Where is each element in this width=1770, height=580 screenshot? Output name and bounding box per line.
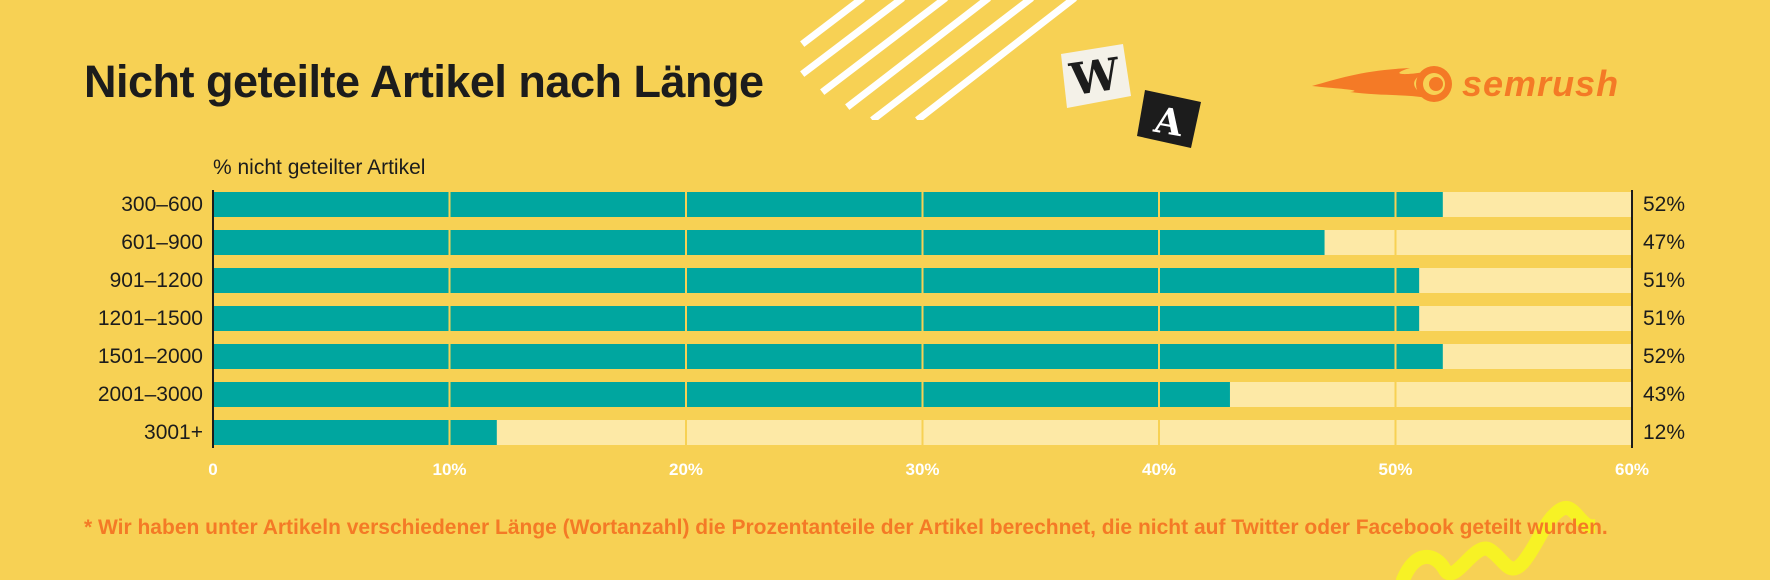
value-label: 43% <box>1643 383 1685 406</box>
footnote: * Wir haben unter Artikeln verschiedener… <box>84 516 1608 539</box>
value-label: 52% <box>1643 193 1685 216</box>
semrush-logo: semrush <box>1310 62 1619 106</box>
bar <box>213 230 1325 255</box>
bar <box>213 382 1230 407</box>
bar <box>213 420 497 445</box>
x-tick-label: 50% <box>1378 460 1412 479</box>
decorative-stripes <box>800 0 1077 120</box>
bar <box>213 268 1420 293</box>
value-label: 51% <box>1643 307 1685 330</box>
decorative-wave <box>1396 501 1595 580</box>
category-label: 300–600 <box>121 193 203 216</box>
category-label: 601–900 <box>121 231 203 254</box>
svg-text:W: W <box>1066 49 1124 107</box>
chart-title: Nicht geteilte Artikel nach Länge <box>84 56 764 107</box>
category-label: 901–1200 <box>110 269 203 292</box>
fireball-icon <box>1312 66 1452 102</box>
value-label: 12% <box>1643 421 1685 444</box>
value-label: 47% <box>1643 231 1685 254</box>
x-tick-label: 40% <box>1142 460 1176 479</box>
bar <box>213 192 1443 217</box>
letter-tile-a: A <box>1137 90 1201 148</box>
x-tick-label: 0 <box>208 460 217 479</box>
letter-tile-w: W <box>1061 44 1131 108</box>
category-label: 3001+ <box>144 421 203 444</box>
bar <box>213 306 1420 331</box>
bar <box>213 344 1443 369</box>
value-label: 51% <box>1643 269 1685 292</box>
y-axis-title: % nicht geteilter Artikel <box>213 156 425 179</box>
x-tick-label: 30% <box>905 460 939 479</box>
category-label: 1201–1500 <box>98 307 203 330</box>
x-tick-label: 10% <box>432 460 466 479</box>
category-label: 2001–3000 <box>98 383 203 406</box>
value-label: 52% <box>1643 345 1685 368</box>
category-label: 1501–2000 <box>98 345 203 368</box>
x-tick-label: 60% <box>1615 460 1649 479</box>
logo-text: semrush <box>1462 63 1620 104</box>
x-tick-label: 20% <box>669 460 703 479</box>
